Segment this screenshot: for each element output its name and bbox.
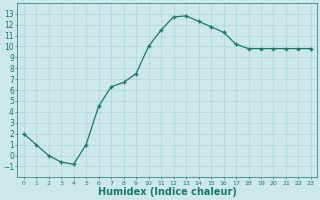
X-axis label: Humidex (Indice chaleur): Humidex (Indice chaleur) [98, 187, 237, 197]
